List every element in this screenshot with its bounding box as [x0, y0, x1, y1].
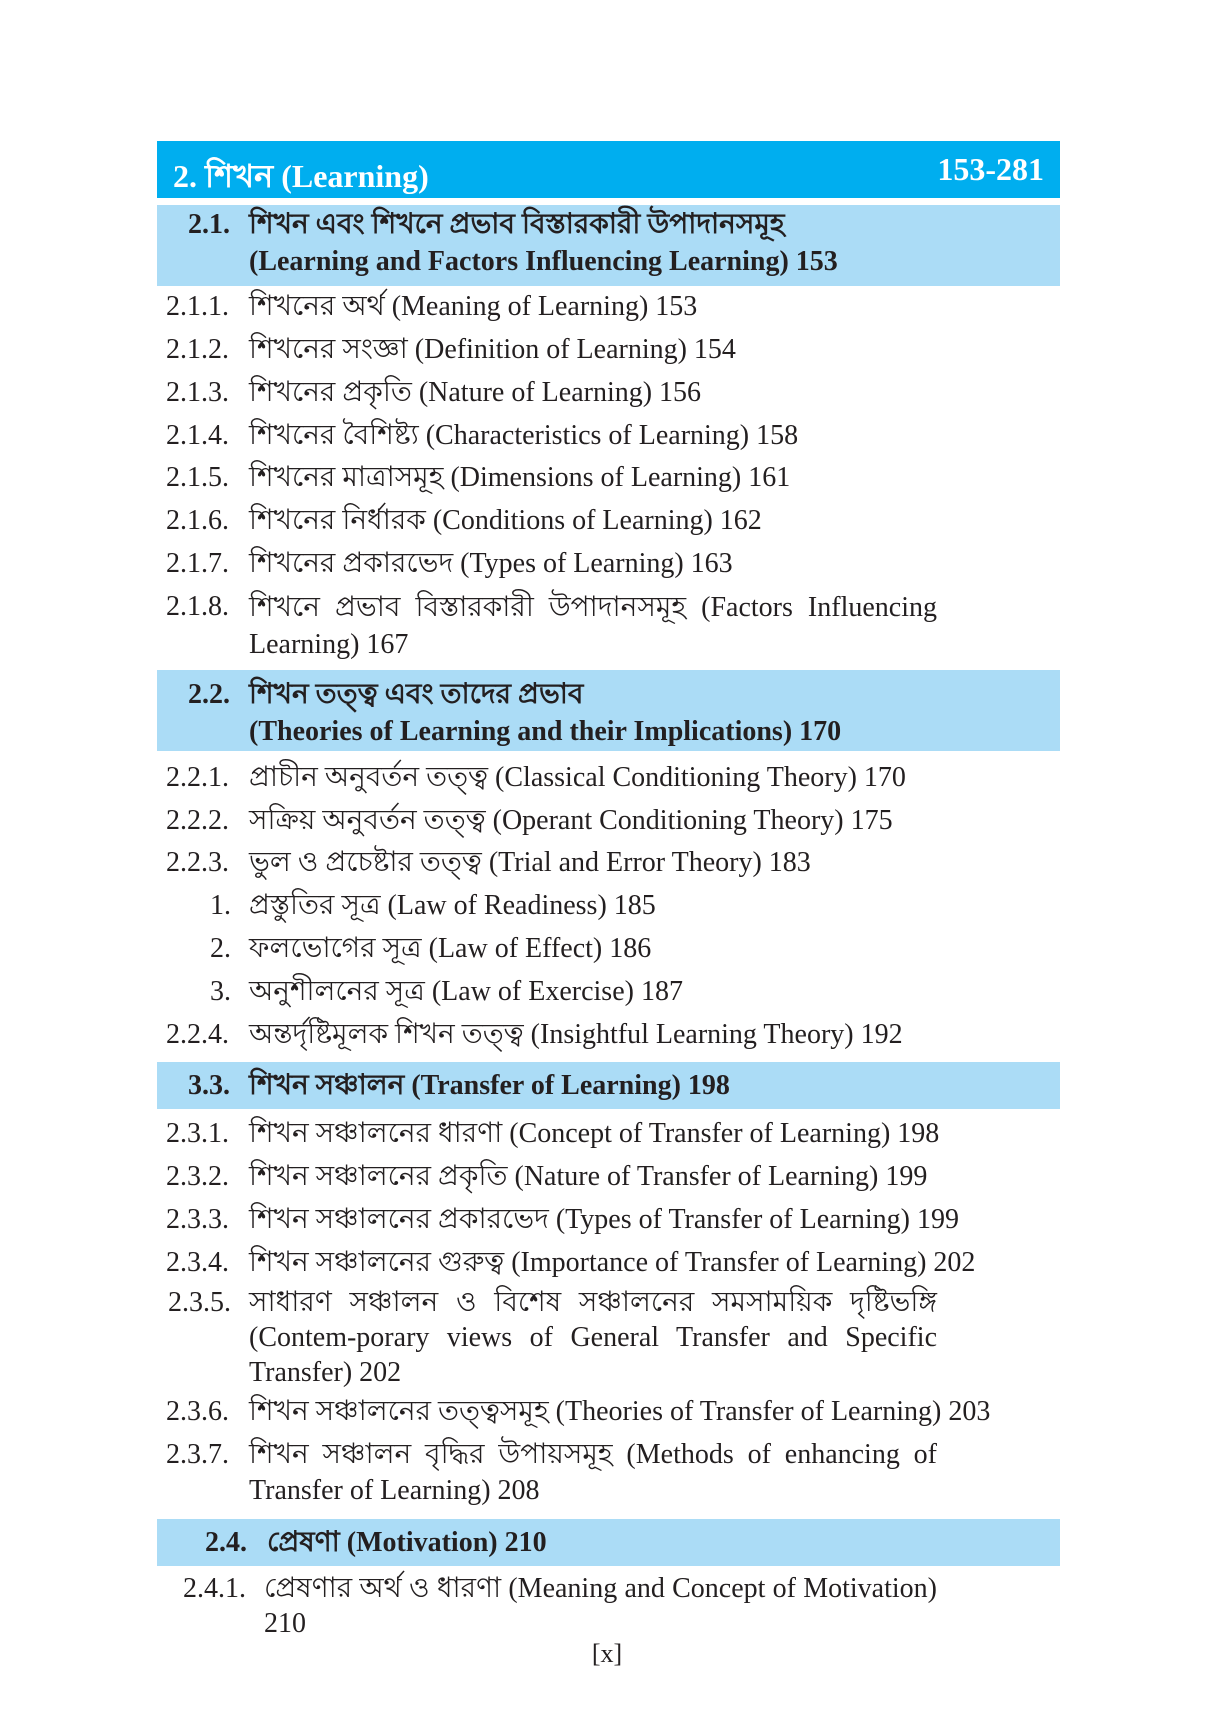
section-title: শিখন সঞ্চালন (Transfer of Learning) 198: [249, 1070, 730, 1101]
toc-entry[interactable]: শিখনের নির্ধারক (Conditions of Learning)…: [249, 505, 762, 536]
toc-number: 2.1.3.: [166, 377, 229, 408]
toc-entry[interactable]: ফলভোগের সূত্র (Law of Effect) 186: [249, 933, 652, 964]
toc-number: 1.: [210, 890, 231, 921]
toc-entry[interactable]: শিখন সঞ্চালনের তত্ত্বসমূহ (Theories of T…: [249, 1396, 991, 1427]
toc-entry[interactable]: শিখনের মাত্রাসমূহ (Dimensions of Learnin…: [249, 462, 791, 493]
section-number: 3.3.: [188, 1070, 230, 1101]
toc-entry[interactable]: ভুল ও প্রচেষ্টার তত্ত্ব (Trial and Error…: [249, 847, 811, 878]
toc-number: 2.2.1.: [166, 762, 229, 793]
section-subtitle: (Theories of Learning and their Implicat…: [249, 716, 842, 747]
toc-entry[interactable]: শিখন সঞ্চালন বৃদ্ধির উপায়সমূহ (Methods …: [249, 1439, 937, 1506]
toc-entry[interactable]: শিখনের প্রকারভেদ (Types of Learning) 163: [249, 548, 733, 579]
toc-number: 2.3.2.: [166, 1161, 229, 1192]
toc-entry[interactable]: অনুশীলনের সূত্র (Law of Exercise) 187: [249, 976, 683, 1007]
toc-number: 2.2.3.: [166, 847, 229, 878]
toc-entry[interactable]: শিখনের প্রকৃতি (Nature of Learning) 156: [249, 377, 702, 408]
toc-number: 2.1.8.: [166, 591, 229, 622]
section-bar: [157, 1062, 1060, 1109]
toc-entry[interactable]: শিখনের সংজ্ঞা (Definition of Learning) 1…: [249, 334, 736, 365]
section-title: প্রেষণা (Motivation) 210: [267, 1527, 547, 1558]
toc-entry[interactable]: প্রস্তুতির সূত্র (Law of Readiness) 185: [249, 890, 656, 921]
toc-entry[interactable]: শিখনের অর্থ (Meaning of Learning) 153: [249, 291, 698, 322]
toc-number: 2.3.1.: [166, 1118, 229, 1149]
chapter-title: 2. শিখন (Learning): [173, 158, 429, 194]
page-number: [x]: [591, 1639, 623, 1668]
toc-entry[interactable]: অন্তর্দৃষ্টিমূলক শিখন তত্ত্ব (Insightful…: [249, 1019, 903, 1050]
toc-number: 2.3.5.: [168, 1287, 231, 1318]
toc-entry[interactable]: শিখনের বৈশিষ্ট্য (Characteristics of Lea…: [249, 420, 799, 451]
toc-number: 2.1.6.: [166, 505, 229, 536]
toc-entry[interactable]: সক্রিয় অনুবর্তন তত্ত্ব (Operant Conditi…: [249, 805, 893, 836]
toc-number: 2.3.6.: [166, 1396, 229, 1427]
section-number: 2.2.: [188, 679, 230, 710]
section-title: শিখন তত্ত্ব এবং তাদের প্রভাব: [249, 679, 584, 710]
toc-entry[interactable]: শিখন সঞ্চালনের প্রকৃতি (Nature of Transf…: [249, 1161, 928, 1192]
section-bar: [157, 670, 1060, 751]
section-number: 2.4.: [205, 1527, 247, 1558]
section-bar: [157, 1519, 1060, 1566]
toc-number: 2.2.2.: [166, 805, 229, 836]
toc-entry[interactable]: শিখন সঞ্চালনের প্রকারভেদ (Types of Trans…: [249, 1204, 959, 1235]
toc-number: 2.1.1.: [166, 291, 229, 322]
section-title: শিখন এবং শিখনে প্রভাব বিস্তারকারী উপাদান…: [249, 209, 785, 240]
toc-number: 2.2.4.: [166, 1019, 229, 1050]
toc-entry[interactable]: শিখন সঞ্চালনের গুরুত্ব (Importance of Tr…: [249, 1247, 976, 1278]
chapter-pages: 153-281: [937, 151, 1044, 187]
toc-entry[interactable]: প্রেষণার অর্থ ও ধারণা (Meaning and Conce…: [264, 1573, 937, 1639]
toc-entry[interactable]: শিখনে প্রভাব বিস্তারকারী উপাদানসমূহ (Fac…: [249, 592, 937, 660]
toc-number: 2.3.3.: [166, 1204, 229, 1235]
section-bar: [157, 205, 1060, 286]
toc-number: 2.3.4.: [166, 1247, 229, 1278]
toc-number: 2.1.4.: [166, 420, 229, 451]
chapter-header: 2. শিখন (Learning) 153-281: [157, 141, 1060, 198]
toc-number: 2.: [210, 933, 231, 964]
toc-entry[interactable]: সাধারণ সঞ্চালন ও বিশেষ সঞ্চালনের সমসাময়…: [249, 1287, 937, 1388]
toc-number: 2.1.2.: [166, 334, 229, 365]
toc-number: 3.: [210, 976, 231, 1007]
toc-number: 2.3.7.: [166, 1439, 229, 1470]
toc-number: 2.4.1.: [183, 1573, 246, 1604]
toc-number: 2.1.5.: [166, 462, 229, 493]
toc-number: 2.1.7.: [166, 548, 229, 579]
section-subtitle: (Learning and Factors Influencing Learni…: [249, 246, 838, 277]
toc-entry[interactable]: প্রাচীন অনুবর্তন তত্ত্ব (Classical Condi…: [249, 762, 906, 793]
toc-entry[interactable]: শিখন সঞ্চালনের ধারণা (Concept of Transfe…: [249, 1118, 940, 1149]
section-number: 2.1.: [188, 209, 230, 240]
